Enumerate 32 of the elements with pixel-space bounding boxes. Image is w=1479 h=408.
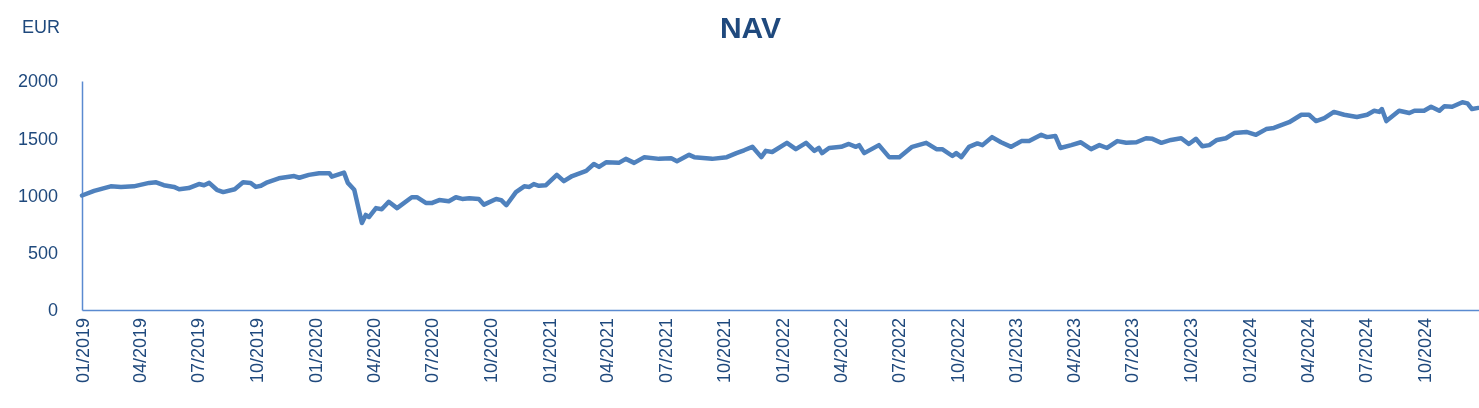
x-tick-label: 04/2020: [364, 318, 385, 384]
x-tick-label: 10/2023: [1180, 318, 1201, 384]
y-tick-label: 1500: [17, 128, 58, 149]
y-tick-label: 1000: [17, 185, 58, 206]
x-tick-label: 04/2023: [1063, 318, 1084, 384]
chart-title: NAV: [719, 11, 782, 44]
x-tick-label: 01/2021: [539, 318, 560, 384]
x-tick-label: 10/2021: [714, 318, 735, 384]
x-tick-label: 10/2024: [1414, 318, 1435, 384]
x-tick-label: 04/2021: [597, 318, 618, 384]
x-tick-label: 10/2019: [247, 318, 268, 384]
x-tick-label: 07/2019: [188, 318, 209, 384]
x-tick-label: 07/2023: [1122, 318, 1143, 384]
y-tick-label: 0: [47, 300, 58, 321]
y-tick-label: 500: [27, 243, 58, 264]
x-tick-label: 01/2022: [773, 318, 794, 384]
line-series: [79, 99, 1479, 226]
x-tick-label: 10/2022: [947, 318, 968, 384]
y-axis-title: EUR: [22, 17, 61, 37]
x-tick-label: 01/2020: [306, 318, 327, 384]
x-tick-label: 07/2024: [1356, 318, 1377, 384]
x-tick-label: 04/2019: [130, 318, 151, 384]
x-tick-label: 07/2021: [655, 318, 676, 384]
x-tick-label: 04/2022: [830, 318, 851, 384]
x-tick-label: 07/2022: [888, 318, 909, 384]
y-tick-label: 2000: [17, 71, 58, 92]
x-tick-label: 01/2019: [72, 318, 93, 384]
x-tick-label: 04/2024: [1297, 318, 1318, 384]
x-tick-label: 01/2024: [1239, 318, 1260, 384]
x-tick-label: 07/2020: [422, 318, 443, 384]
x-tick-label: 01/2023: [1006, 318, 1027, 384]
x-tick-label: 10/2020: [481, 318, 502, 384]
